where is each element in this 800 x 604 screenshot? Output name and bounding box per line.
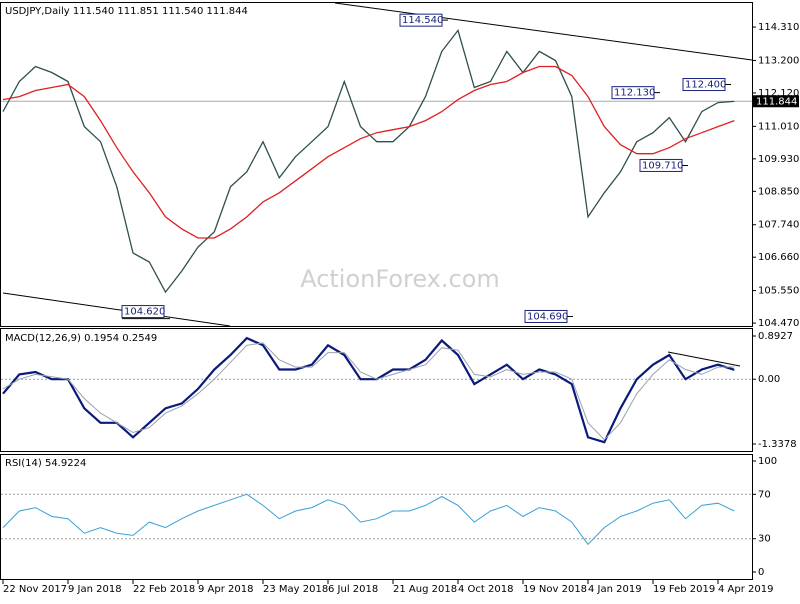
- annotation-label: 112.400: [685, 80, 726, 91]
- y-tick-label: -1.3378: [758, 439, 797, 450]
- annotation-label: 109.710: [642, 160, 683, 171]
- y-tick-label: 100: [758, 456, 777, 467]
- current-price-box: [753, 95, 799, 108]
- y-tick-label: 113.200: [758, 55, 799, 66]
- y-tick-label: 0.00: [758, 374, 780, 385]
- annotation-box: [611, 86, 655, 100]
- annotation-box: [524, 309, 568, 323]
- x-tick-label: 9 Jan 2018: [68, 584, 122, 595]
- price-title: USDJPY,Daily 111.540 111.851 111.540 111…: [5, 6, 248, 17]
- y-tick-label: 107.740: [758, 220, 799, 231]
- macd-panel: [0, 328, 753, 452]
- annotation-box: [639, 158, 683, 172]
- annotation-label: 104.690: [527, 311, 568, 322]
- y-tick-label: 70: [758, 489, 771, 500]
- x-tick-label: 6 Jul 2018: [328, 584, 378, 595]
- x-tick-label: 19 Nov 2018: [523, 584, 587, 595]
- series-line: [2, 65, 735, 239]
- x-tick-label: 19 Feb 2019: [653, 584, 715, 595]
- annotation-box: [682, 78, 726, 92]
- price-panel: [0, 2, 753, 327]
- x-tick-label: 9 Apr 2018: [198, 584, 253, 595]
- y-tick-label: 108.850: [758, 186, 799, 197]
- x-tick-label: 4 Oct 2018: [458, 584, 513, 595]
- annotation-label: 104.620: [124, 307, 165, 318]
- y-tick-label: 104.470: [758, 318, 799, 329]
- x-tick-label: 4 Jan 2019: [588, 584, 642, 595]
- rsi-panel: [0, 454, 753, 580]
- annotation-box: [399, 13, 443, 27]
- annotation-label: 112.130: [614, 88, 655, 99]
- trendline: [667, 351, 741, 367]
- current-price-label: 111.844: [756, 96, 797, 107]
- rsi-title: RSI(14) 54.9224: [5, 458, 86, 469]
- x-tick-label: 21 Aug 2018: [393, 584, 457, 595]
- y-tick-label: 111.010: [758, 121, 799, 132]
- series-line: [2, 342, 735, 441]
- x-tick-label: 4 Apr 2019: [718, 584, 773, 595]
- annotation-box: [121, 305, 165, 319]
- y-tick-label: 114.310: [758, 22, 799, 33]
- series-line: [2, 336, 735, 444]
- series-line: [2, 493, 735, 546]
- y-tick-label: 112.120: [758, 88, 799, 99]
- y-tick-label: 30: [758, 534, 771, 545]
- y-tick-label: 106.660: [758, 252, 799, 263]
- series-line: [2, 28, 735, 294]
- x-tick-label: 23 May 2018: [263, 584, 328, 595]
- x-tick-label: 22 Feb 2018: [133, 584, 195, 595]
- y-tick-label: 109.930: [758, 154, 799, 165]
- watermark: ActionForex.com: [300, 265, 500, 293]
- y-tick-label: 0: [758, 567, 764, 578]
- x-tick-label: 22 Nov 2017: [3, 584, 67, 595]
- trendline: [334, 2, 753, 61]
- y-tick-label: 0.8927: [758, 331, 793, 342]
- trendline: [2, 292, 231, 327]
- macd-title: MACD(12,26,9) 0.1954 0.2549: [5, 333, 157, 344]
- annotation-label: 114.540: [402, 15, 443, 26]
- y-tick-label: 105.550: [758, 286, 799, 297]
